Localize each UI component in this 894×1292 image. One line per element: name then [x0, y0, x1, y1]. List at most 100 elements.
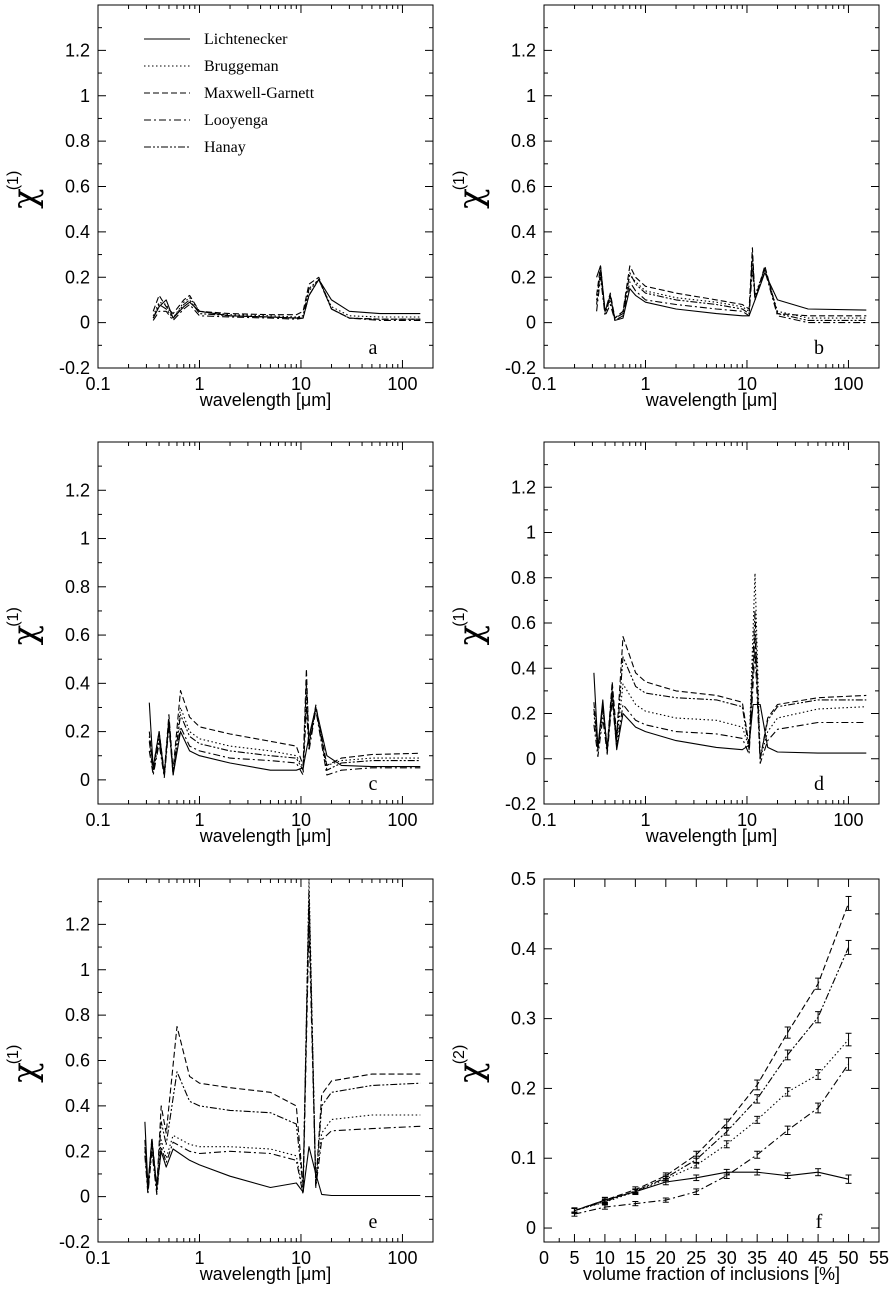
y-tick-label: 1.2	[511, 40, 536, 60]
x-tick-label: 30	[717, 1248, 737, 1268]
x-tick-label: 0.1	[85, 374, 110, 394]
x-tick-label: 10	[291, 374, 311, 394]
y-tick-label: 0	[80, 770, 90, 790]
y-tick-label: 0	[80, 313, 90, 333]
y-tick-label: 1	[80, 529, 90, 549]
x-axis-label: volume fraction of inclusions [%]	[583, 1264, 840, 1284]
series-group	[144, 879, 421, 1197]
y-axis-label: χ	[451, 1062, 491, 1083]
y-tick-label: 0.6	[65, 1051, 90, 1071]
y-tick-label: 0.8	[65, 131, 90, 151]
panel-c: 0.1 1 10 100 0 0.2 0.4 0.6 0.8 1 1.2 wavelength [μm…	[5, 441, 434, 846]
series-line-looyenga	[593, 649, 867, 764]
legend-label: Hanay	[204, 139, 246, 156]
y-tick-label: 1	[526, 86, 536, 106]
y-tick-label: 0.2	[65, 267, 90, 287]
x-tick-label: 0.1	[531, 374, 556, 394]
y-axis-label: χ	[451, 188, 491, 209]
panel-letter: d	[814, 773, 824, 795]
x-tick-label: 0.1	[85, 1248, 110, 1268]
series-line-maxwell-garnett	[593, 633, 867, 760]
y-tick-label: 0.5	[511, 869, 536, 889]
y-tick-label: 1	[526, 523, 536, 543]
y-tick-label: 0.2	[511, 704, 536, 724]
y-axis-label-superscript: (1)	[5, 607, 22, 627]
x-axis-label: wavelength [μm]	[645, 826, 777, 846]
y-tick-label: 0.3	[511, 1009, 536, 1029]
legend-label: Bruggeman	[204, 58, 279, 75]
y-tick-label: -0.2	[505, 794, 536, 814]
series-line-bruggeman	[144, 879, 421, 1193]
series-line-lichtenecker	[144, 1121, 421, 1197]
panel-e: 0.1 1 10 100 -0.2 0 0.2 0.4 0.6 0.8 1 1.2 wavelength…	[5, 878, 434, 1284]
y-tick-label: 0.4	[511, 658, 536, 678]
series-line-looyenga	[144, 923, 421, 1195]
series-line-bruggeman	[593, 572, 867, 760]
y-tick-label: 0.2	[65, 722, 90, 742]
x-tick-label: 55	[869, 1248, 889, 1268]
panel-f: 0 5 10 15 20 25 30 35 40 45 50 5500.10.20.30.40.5vo…	[451, 869, 889, 1284]
x-tick-label: 45	[808, 1248, 828, 1268]
plot-frame	[543, 878, 880, 1243]
y-tick-label: 0.6	[511, 613, 536, 633]
x-tick-label: 1	[640, 810, 650, 830]
x-tick-label: 5	[569, 1248, 579, 1268]
plot-frame	[97, 441, 434, 805]
series-group	[148, 668, 421, 779]
y-tick-label: 0.6	[65, 625, 90, 645]
y-tick-label: 0	[526, 749, 536, 769]
x-axis-label: wavelength [μm]	[199, 390, 331, 410]
y-axis-label: χ	[5, 1062, 45, 1083]
series-line-lichtenecker	[152, 278, 421, 319]
series-line-lichtenecker	[596, 265, 867, 321]
y-tick-label: 0.8	[65, 577, 90, 597]
series-group	[596, 247, 867, 324]
y-tick-label: 1	[80, 86, 90, 106]
y-tick-label: 0.8	[511, 131, 536, 151]
y-tick-label: 0.6	[65, 177, 90, 197]
series-line-looyenga	[148, 706, 421, 779]
x-tick-label: 100	[387, 810, 417, 830]
series-line-maxwell-garnett	[152, 276, 421, 320]
y-axis-label: χ	[451, 625, 491, 646]
panels-root: 0.1 1 10 100-0.200.20.40.60.811.2wavelength…	[5, 4, 889, 1284]
series-line-bruggeman	[148, 694, 421, 776]
y-tick-label: -0.2	[505, 358, 536, 378]
series-group	[593, 572, 867, 764]
x-tick-label: 0.1	[531, 810, 556, 830]
y-axis-label: χ	[5, 625, 45, 646]
y-tick-label: -0.2	[59, 1232, 90, 1252]
y-tick-label: 1	[80, 960, 90, 980]
x-tick-label: 25	[686, 1248, 706, 1268]
panel-letter: c	[369, 773, 378, 795]
series-line-hanay	[596, 254, 867, 321]
legend-label: Maxwell-Garnett	[204, 85, 315, 102]
series-line-hanay	[152, 278, 421, 320]
panel-letter: b	[814, 337, 824, 359]
x-tick-label: 1	[194, 1248, 204, 1268]
series-line-looyenga	[596, 267, 867, 324]
y-tick-label: 0.2	[65, 1141, 90, 1161]
series-group	[571, 895, 852, 1217]
x-axis-label: wavelength [μm]	[199, 1264, 331, 1284]
y-tick-label: 0.4	[511, 939, 536, 959]
series-line-bruggeman	[152, 278, 421, 319]
y-tick-label: 1.2	[65, 40, 90, 60]
y-tick-label: 0.2	[511, 267, 536, 287]
series-line-hanay	[593, 611, 867, 760]
y-tick-label: 0.4	[511, 222, 536, 242]
y-tick-label: 0	[526, 313, 536, 333]
series-line-hanay	[574, 947, 850, 1212]
x-tick-label: 10	[291, 810, 311, 830]
y-tick-label: -0.2	[59, 358, 90, 378]
panel-letter: f	[816, 1211, 823, 1233]
y-tick-label: 0.4	[65, 1096, 90, 1116]
x-tick-label: 100	[833, 374, 863, 394]
x-tick-label: 0.1	[85, 810, 110, 830]
x-tick-label: 1	[194, 374, 204, 394]
y-tick-label: 0	[526, 1218, 536, 1238]
series-line-hanay	[144, 889, 421, 1191]
panel-letter: e	[369, 1211, 378, 1233]
series-group	[152, 276, 421, 321]
